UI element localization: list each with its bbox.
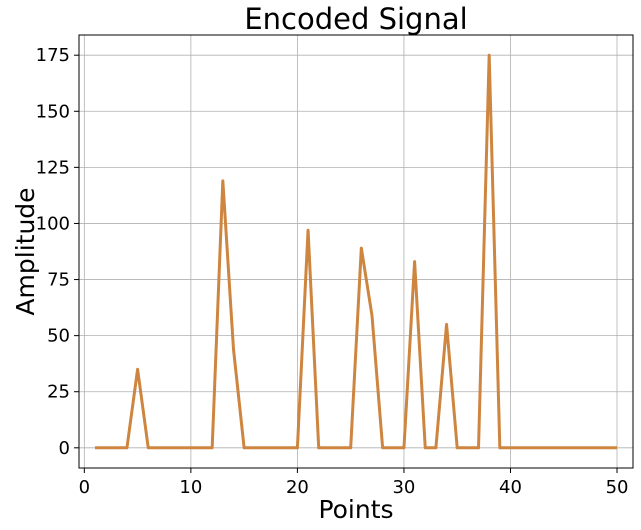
y-tick-label: 25 xyxy=(47,382,70,403)
y-tick-label: 175 xyxy=(36,45,70,66)
x-axis-title: Points xyxy=(318,495,393,524)
y-tick-label: 125 xyxy=(36,157,70,178)
ticks: 0 10 20 30 40 50 0 25 50 75 100 125 150 175 xyxy=(36,45,629,498)
y-axis-title: Amplitude xyxy=(11,187,40,315)
chart-title: Encoded Signal xyxy=(244,2,467,36)
x-tick-label: 50 xyxy=(606,477,629,498)
plot-frame xyxy=(78,34,634,469)
x-tick-label: 20 xyxy=(286,477,309,498)
y-tick-label: 100 xyxy=(36,213,70,234)
grid xyxy=(79,35,633,468)
x-tick-label: 40 xyxy=(499,477,522,498)
y-tick-label: 75 xyxy=(47,270,70,291)
series-line xyxy=(94,53,618,450)
x-tick-label: 30 xyxy=(392,477,415,498)
x-tick-label: 10 xyxy=(179,477,202,498)
y-tick-label: 150 xyxy=(36,101,70,122)
y-tick-label: 0 xyxy=(59,438,70,459)
series-layer xyxy=(94,53,618,450)
x-tick-label: 0 xyxy=(79,477,90,498)
y-tick-label: 50 xyxy=(47,326,70,347)
